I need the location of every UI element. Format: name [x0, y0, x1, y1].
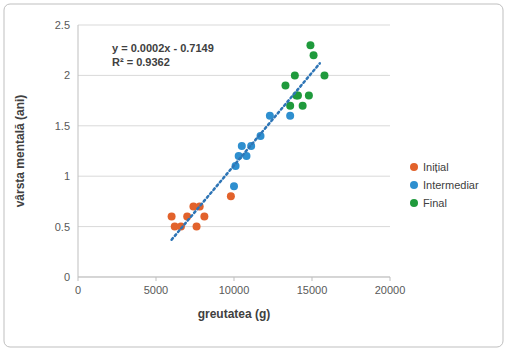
chart: 0 0.5 1 1.5 2 2.5 0 5000 10000 15000 20000 greutate…: [0, 0, 508, 352]
grid-line: [78, 125, 390, 126]
grid-line: [78, 226, 390, 227]
point: [281, 81, 289, 89]
x-axis: [78, 277, 390, 278]
x-tick: [234, 277, 235, 281]
point: [230, 182, 238, 190]
y-tick-label: 2: [64, 69, 70, 81]
y-axis-label: vârsta mentală (ani): [13, 95, 27, 208]
y-axis: [78, 25, 79, 277]
legend-marker: [410, 181, 418, 189]
x-tick-label: 10000: [219, 284, 250, 296]
point: [227, 192, 235, 200]
x-tick-label: 15000: [297, 284, 328, 296]
point: [306, 41, 314, 49]
x-tick-label: 0: [75, 284, 81, 296]
point: [286, 112, 294, 120]
x-tick: [390, 277, 391, 281]
point: [291, 71, 299, 79]
x-tick: [312, 277, 313, 281]
y-tick-label: 1.5: [55, 120, 70, 132]
point: [200, 213, 208, 221]
x-tick: [78, 277, 79, 281]
x-tick-label: 20000: [375, 284, 406, 296]
grid-line: [78, 176, 390, 177]
grid-line: [78, 277, 390, 278]
legend-marker: [410, 163, 418, 171]
point: [310, 51, 318, 59]
x-axis-label: greutatea (g): [198, 307, 271, 321]
x-tick: [156, 277, 157, 281]
annotation: R² = 0.9362: [112, 56, 170, 68]
plot-area: [168, 41, 329, 240]
point: [168, 213, 176, 221]
x-tick-label: 5000: [144, 284, 168, 296]
grid-line: [78, 75, 390, 76]
legend-label: Intermediar: [423, 179, 479, 191]
point: [193, 223, 201, 231]
legend-label: Inițial: [423, 161, 449, 173]
y-tick-label: 0: [64, 271, 70, 283]
y-tick-label: 1: [64, 170, 70, 182]
y-tick-label: 2.5: [55, 19, 70, 31]
grid-line: [78, 25, 390, 26]
point: [238, 142, 246, 150]
point: [320, 71, 328, 79]
y-tick-label: 0.5: [55, 221, 70, 233]
point: [305, 92, 313, 100]
legend-label: Final: [423, 197, 447, 209]
chart-frame: [4, 4, 503, 347]
annotation: y = 0.0002x - 0.7149: [112, 42, 214, 54]
trendline: [172, 63, 320, 239]
legend-marker: [410, 199, 418, 207]
point: [299, 102, 307, 110]
